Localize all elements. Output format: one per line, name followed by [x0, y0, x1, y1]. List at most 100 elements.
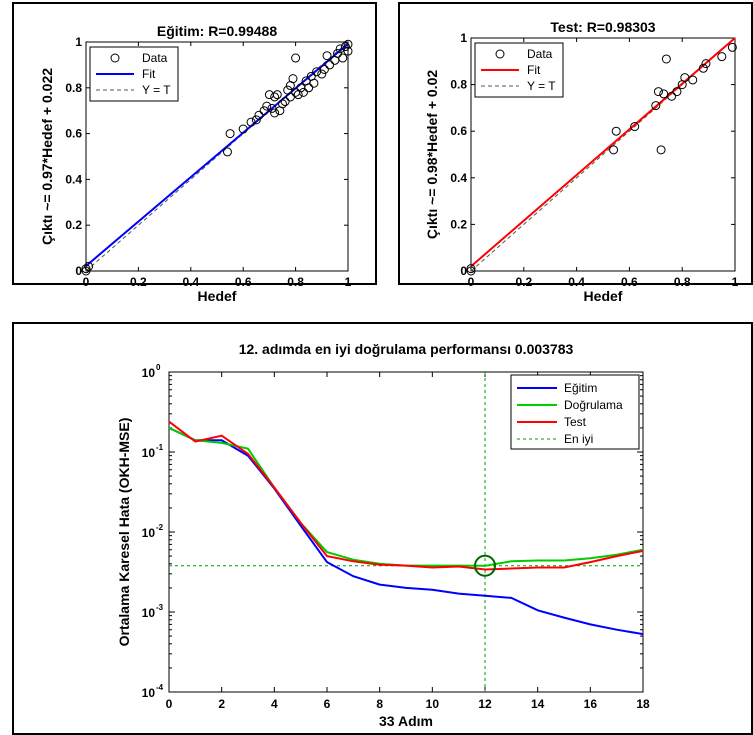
y-tick-base: 10 — [142, 526, 156, 540]
x-tick-label: 0.8 — [674, 275, 691, 289]
y-tick-base: 10 — [142, 606, 156, 620]
legend-label-best: En iyi — [564, 432, 593, 446]
data-point — [278, 99, 287, 109]
best-point-marker — [474, 554, 496, 577]
x-tick-label: 8 — [376, 697, 383, 711]
legend-label-data: Data — [527, 47, 553, 61]
data-point — [317, 69, 327, 79]
y-tick-label: 0.8 — [65, 81, 82, 95]
data-point — [81, 266, 91, 276]
y-axis-label: Ortalama Karesel Hata (OKH-MSE) — [116, 418, 132, 647]
data-point — [81, 264, 91, 274]
legend-label-identity: Y = T — [527, 79, 556, 93]
y-tick-label: 0 — [460, 264, 467, 278]
legend-label-fit: Fit — [527, 63, 541, 77]
fit-line — [85, 43, 349, 267]
data-point — [653, 87, 663, 97]
x-tick-label: 1 — [732, 275, 739, 289]
x-tick-label: 0.4 — [568, 275, 585, 289]
x-tick-label: 0.2 — [130, 275, 147, 289]
y-tick-label: 0.6 — [450, 124, 467, 138]
y-tick-label: 0.2 — [65, 218, 82, 232]
legend-label-data: Data — [142, 51, 168, 65]
y-tick-base: 10 — [142, 446, 156, 460]
training-regression-panel: 0 0.2 0.4 0.6 0.8 1 0 0.2 0.4 0.6 0.8 1 Data Fit Y = T… — [12, 2, 377, 304]
y-tick-base: 10 — [142, 686, 156, 700]
y-tick-label: 10 — [142, 686, 156, 700]
data-point — [225, 129, 235, 139]
data-point — [661, 54, 671, 64]
x-tick-label: 4 — [271, 697, 278, 711]
data-point — [343, 39, 353, 49]
test-line — [168, 420, 644, 571]
y-tick-label: 10 — [142, 526, 156, 540]
data-point — [262, 101, 272, 111]
data-point — [338, 53, 348, 63]
data-point — [84, 261, 94, 271]
x-tick-label: 0 — [166, 697, 173, 711]
data-point — [667, 91, 677, 101]
identity-line — [470, 37, 736, 272]
y-tick-label: 10 — [142, 366, 156, 380]
data-point — [688, 75, 698, 85]
x-tick-label: 0.8 — [287, 275, 304, 289]
x-tick-label: 6 — [324, 697, 331, 711]
data-point — [304, 83, 314, 93]
data-point — [609, 145, 619, 155]
data-point — [254, 110, 264, 120]
x-tick-label: 10 — [426, 697, 440, 711]
data-point — [466, 264, 476, 274]
data-point — [238, 124, 248, 134]
data-point — [322, 51, 332, 61]
data-point — [466, 266, 476, 276]
x-tick-label: 18 — [636, 697, 650, 711]
data-point — [611, 126, 621, 136]
data-point — [288, 74, 298, 84]
x-axis-label: 33 Adım — [379, 713, 433, 729]
data-point — [680, 73, 690, 83]
legend-label-validation: Doğrulama — [564, 398, 623, 412]
chart-title: Test: R=0.98303 — [550, 19, 655, 35]
data-point — [270, 92, 280, 102]
x-tick-label: 0 — [468, 275, 475, 289]
legend-label-fit: Fit — [142, 67, 156, 81]
y-tick-exponent: -3 — [156, 603, 164, 612]
y-tick-exponent: 0 — [156, 363, 161, 372]
x-axis-label: Hedef — [198, 288, 237, 304]
x-tick-label: 0.6 — [235, 275, 252, 289]
y-tick-exponent: -1 — [156, 443, 164, 452]
x-tick-label: 1 — [345, 275, 352, 289]
y-axis-label: Çıktı ~= 0.98*Hedef + 0.02 — [424, 70, 440, 239]
data-point — [272, 90, 282, 100]
chart-title: Eğitim: R=0.99488 — [157, 23, 277, 39]
y-tick-label: 1 — [460, 31, 467, 45]
y-tick-label: 0.8 — [450, 78, 467, 92]
data-point — [698, 63, 708, 73]
data-point — [291, 53, 301, 63]
training-regression-plot: 0 0.2 0.4 0.6 0.8 1 0 0.2 0.4 0.6 0.8 1 Data Fit Y = T… — [39, 23, 353, 304]
y-tick-exponent: -2 — [156, 523, 164, 532]
x-tick-label: 0.6 — [621, 275, 638, 289]
data-point — [701, 59, 711, 69]
x-tick-label: 0.4 — [182, 275, 199, 289]
data-point — [280, 97, 290, 107]
y-tick-exponent: -4 — [156, 683, 164, 692]
data-point — [298, 87, 308, 97]
data-point — [246, 117, 256, 127]
data-point — [343, 46, 353, 56]
data-point — [222, 147, 232, 157]
x-axis-label: Hedef — [584, 288, 623, 304]
chart-title: 12. adımda en iyi doğrulama performansı … — [239, 341, 574, 357]
y-tick-label: 0 — [75, 264, 82, 278]
data-point — [325, 60, 335, 70]
y-tick-label: 10 — [142, 606, 156, 620]
data-point — [319, 64, 329, 74]
training-line — [168, 426, 644, 636]
legend-marker-data — [110, 53, 120, 63]
data-point — [656, 145, 666, 155]
data-point — [651, 101, 661, 111]
x-tick-label: 2 — [218, 697, 225, 711]
test-regression-panel: 0 0.2 0.4 0.6 0.8 1 0 0.2 0.4 0.6 0.8 1 Data Fit Y = T… — [398, 2, 753, 304]
data-point — [340, 42, 350, 52]
y-axis-label: Çıktı ~= 0.97*Hedef + 0.022 — [39, 68, 55, 245]
